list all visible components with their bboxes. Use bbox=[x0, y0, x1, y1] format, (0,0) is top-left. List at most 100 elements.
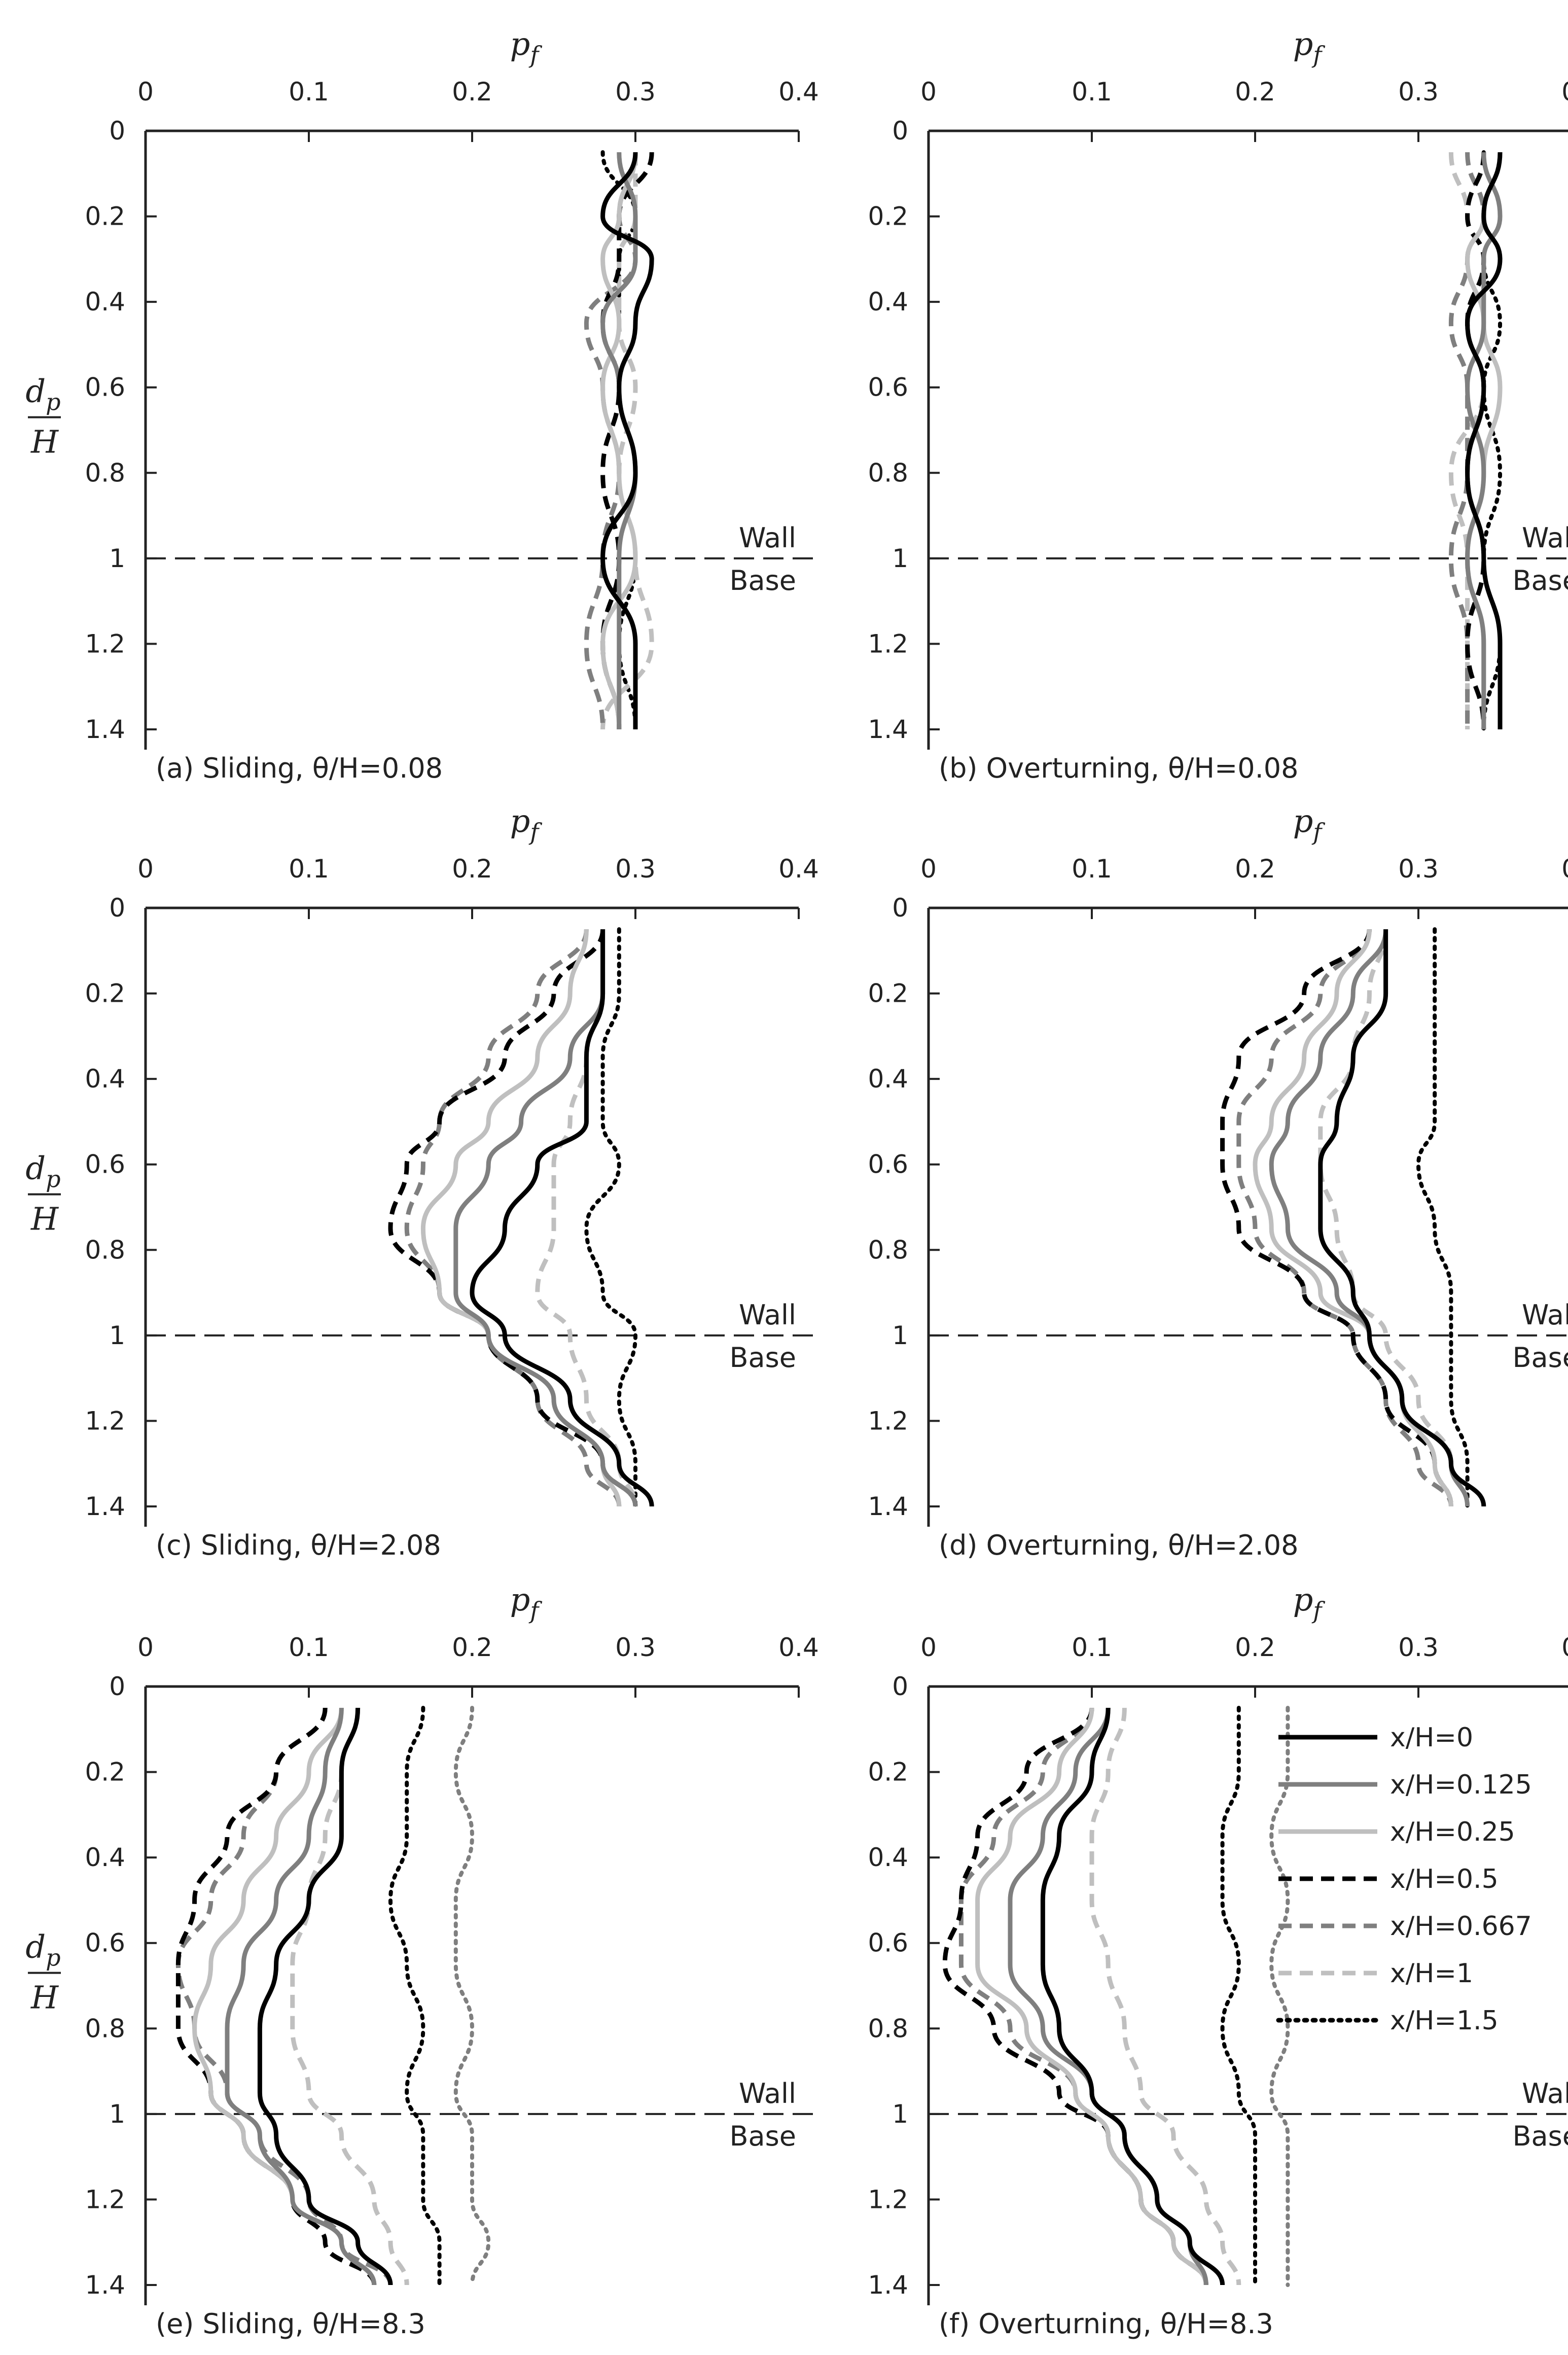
x-tick-label: 0.2 bbox=[1235, 77, 1275, 107]
y-tick-label: 0.6 bbox=[85, 1928, 125, 1958]
y-tick-label: 0.8 bbox=[868, 1235, 908, 1264]
series-line-x-h-0 bbox=[1040, 1708, 1225, 2286]
x-tick-label: 0.1 bbox=[1072, 1633, 1112, 1662]
x-tick-label: 0.1 bbox=[289, 1633, 329, 1662]
panel-f: pf 0 0.1 0.2 0.3 0.4 0 0.2 0.4 0.6 0.8 1 1.2 1.4 Wall B… bbox=[868, 1581, 1568, 2340]
series-line-x-h-0-25 bbox=[192, 1707, 377, 2286]
y-tick-label: 1.2 bbox=[868, 1406, 908, 1435]
legend-label: x/H=0 bbox=[1390, 1723, 1473, 1753]
y-tick-label: 1 bbox=[109, 2099, 125, 2129]
y-tick-label: 1 bbox=[109, 1321, 125, 1350]
x-tick-label: 0.3 bbox=[615, 77, 656, 107]
y-tick-label: 0.6 bbox=[868, 1928, 908, 1958]
series-line-x-h-0-125 bbox=[225, 1708, 377, 2286]
x-tick-label: 0 bbox=[137, 854, 154, 884]
x-tick-label: 0.3 bbox=[615, 854, 656, 884]
y-tick-label: 1.2 bbox=[868, 629, 908, 658]
panel-c: pf 0 0.1 0.2 0.3 0.4 0 0.2 0.4 0.6 0.8 1 1.2 1.4 dp H Wa… bbox=[25, 802, 818, 1561]
y-tick-label: 0.8 bbox=[85, 2014, 125, 2043]
x-tick-label: 0.2 bbox=[452, 1633, 492, 1662]
y-tick-label: 0.2 bbox=[868, 202, 908, 231]
series-line-x-h-0-125 bbox=[453, 929, 638, 1507]
x-axis-title: pf bbox=[1293, 25, 1326, 68]
x-tick-label: 0.2 bbox=[1235, 1633, 1275, 1662]
y-tick-label: 0.6 bbox=[868, 1150, 908, 1179]
x-tick-label: 0.1 bbox=[289, 854, 329, 884]
legend-label: x/H=0.25 bbox=[1390, 1817, 1515, 1847]
y-tick-label: 0.2 bbox=[85, 1758, 125, 1787]
y-tick-label: 0.2 bbox=[85, 202, 125, 231]
y-tick-label: 1.2 bbox=[85, 1406, 125, 1435]
series-line-x-h-1 bbox=[1318, 929, 1470, 1507]
wall-label: Wall bbox=[739, 2078, 796, 2110]
base-label: Base bbox=[1513, 2120, 1568, 2152]
y-tick-label: 0.4 bbox=[868, 1064, 908, 1094]
y-tick-label: 0.8 bbox=[85, 458, 125, 487]
x-tick-label: 0 bbox=[137, 1633, 154, 1662]
series-line-x-h-0-125 bbox=[1008, 1707, 1208, 2286]
series-line-x-h-0-5 bbox=[1220, 929, 1453, 1507]
series-line-x-h-0 bbox=[257, 1708, 393, 2286]
series-line-x-h-0 bbox=[470, 929, 654, 1507]
y-axis-title-num: dp bbox=[25, 1928, 60, 1972]
series-line-x-h-1-5-gray- bbox=[453, 1706, 491, 2287]
series-line-x-h-0-25 bbox=[600, 152, 638, 730]
x-tick-label: 0.1 bbox=[289, 77, 329, 107]
wall-label: Wall bbox=[739, 1299, 796, 1331]
panel-label: (c) Sliding, θ/H=2.08 bbox=[156, 1529, 441, 1561]
y-tick-label: 1 bbox=[892, 1321, 908, 1350]
panel-e: pf 0 0.1 0.2 0.3 0.4 0 0.2 0.4 0.6 0.8 1 1.2 1.4 dp H Wa… bbox=[25, 1581, 818, 2340]
y-tick-label: 0.2 bbox=[85, 979, 125, 1008]
x-tick-label: 0.3 bbox=[1398, 1633, 1439, 1662]
x-tick-label: 0.1 bbox=[1072, 854, 1112, 884]
x-tick-label: 0 bbox=[920, 77, 937, 107]
x-axis-title: pf bbox=[1293, 1581, 1326, 1624]
y-tick-label: 1.4 bbox=[85, 2270, 125, 2300]
y-tick-label: 1.2 bbox=[868, 2185, 908, 2214]
x-tick-label: 0.4 bbox=[778, 1633, 819, 1662]
x-tick-label: 0.2 bbox=[452, 854, 492, 884]
x-tick-label: 0.4 bbox=[1561, 77, 1568, 107]
y-tick-label: 0 bbox=[892, 116, 908, 146]
x-axis-title: pf bbox=[1293, 802, 1326, 846]
series-line-x-h-1-5 bbox=[388, 1706, 442, 2287]
y-axis-title-den: H bbox=[30, 424, 59, 461]
legend-label: x/H=1 bbox=[1390, 1958, 1473, 1989]
wall-label: Wall bbox=[1522, 1299, 1568, 1331]
x-tick-label: 0.3 bbox=[1398, 77, 1439, 107]
y-tick-label: 1 bbox=[892, 2099, 908, 2129]
base-label: Base bbox=[1513, 1342, 1568, 1374]
y-tick-label: 1 bbox=[109, 544, 125, 573]
x-tick-label: 0.4 bbox=[778, 77, 819, 107]
y-tick-label: 0 bbox=[892, 1672, 908, 1701]
x-tick-label: 0 bbox=[137, 77, 154, 107]
y-tick-label: 1.4 bbox=[868, 1492, 908, 1521]
series-line-x-h-1-5 bbox=[1220, 1706, 1258, 2287]
series-line-x-h-0-5 bbox=[388, 929, 638, 1507]
base-label: Base bbox=[730, 1342, 797, 1374]
y-axis-title-num: dp bbox=[25, 373, 60, 416]
y-tick-label: 0.4 bbox=[85, 1064, 125, 1094]
y-tick-label: 0.4 bbox=[868, 287, 908, 317]
y-tick-label: 0 bbox=[892, 893, 908, 923]
series-line-x-h-0-125 bbox=[1465, 152, 1503, 729]
y-tick-label: 0 bbox=[109, 893, 125, 923]
x-axis-title: pf bbox=[510, 1581, 543, 1624]
panel-label: (f) Overturning, θ/H=8.3 bbox=[939, 2308, 1273, 2340]
y-tick-label: 1 bbox=[892, 544, 908, 573]
y-axis-title-den: H bbox=[30, 1201, 59, 1238]
x-tick-label: 0.2 bbox=[452, 77, 492, 107]
base-label: Base bbox=[730, 2120, 797, 2152]
y-tick-label: 1.4 bbox=[868, 715, 908, 744]
series-line-x-h-1 bbox=[290, 1708, 409, 2286]
legend-label: x/H=0.5 bbox=[1390, 1864, 1499, 1894]
legend-label: x/H=0.667 bbox=[1390, 1911, 1532, 1942]
x-tick-label: 0.4 bbox=[778, 854, 819, 884]
panel-b: pf 0 0.1 0.2 0.3 0.4 0 0.2 0.4 0.6 0.8 1 1.2 1.4 Wall B… bbox=[868, 25, 1568, 784]
series-line-x-h-0 bbox=[1465, 152, 1503, 729]
y-tick-label: 1.4 bbox=[85, 715, 125, 744]
x-tick-label: 0.2 bbox=[1235, 854, 1275, 884]
y-tick-label: 0.6 bbox=[85, 373, 125, 402]
series-line-x-h-1-5 bbox=[1416, 927, 1470, 1508]
